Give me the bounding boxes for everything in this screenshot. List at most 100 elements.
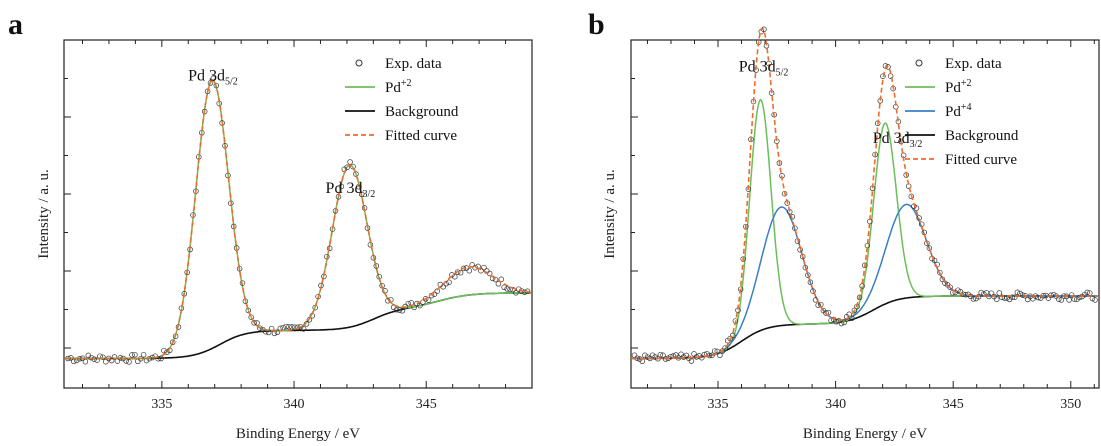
exp-data-point [516,286,522,292]
exp-data-point [251,320,257,326]
series-background-line [632,295,1098,360]
exp-data-point [315,293,321,300]
exp-data-point [283,323,289,330]
panel-b-label: b [588,8,605,41]
panel-b: b 335 340 345 350 Binding Energy / eV Inten… [588,8,1100,442]
panel-b-legend: Exp. data Pd+2 Pd+4 Background Fitted curve [905,56,1019,168]
series-fitted-curve-line [632,27,1098,360]
exp-data-point [425,297,432,303]
exp-data-point [993,296,1000,302]
exp-data-point [481,264,487,271]
legend-marker-exp [355,59,363,67]
exp-data-point [111,354,118,360]
panel-a-ticks: 335 340 345 [64,40,533,412]
exp-data-point [428,292,435,299]
exp-data-point [1092,297,1098,303]
exp-data-point [280,324,286,331]
exp-data-point [108,357,115,364]
exp-data-point [161,347,167,354]
exp-data-point [688,358,695,364]
exp-data-point [789,214,796,220]
exp-data-point [239,280,246,286]
exp-data-point [294,324,301,331]
exp-data-point [466,267,473,274]
exp-data-point [1050,291,1057,298]
exp-data-point [422,296,429,302]
exp-data-point [667,353,674,360]
exp-data-point [207,80,214,86]
exp-data-point [300,326,307,332]
exp-data-point [399,308,406,314]
legend-label: Exp. data [385,56,442,72]
exp-data-point [338,183,345,190]
exp-data-point [507,286,513,293]
exp-data-point [657,351,664,358]
exp-data-point [908,193,915,200]
exp-data-point [292,324,298,330]
exp-data-point [880,73,886,79]
exp-data-point [132,351,138,358]
exp-data-point [373,263,380,269]
exp-data-point [1004,295,1010,301]
exp-data-point [1076,294,1083,301]
exp-data-point [660,352,666,359]
exp-data-point [501,284,507,291]
series-pdplus2-line [65,79,531,360]
peak-annotation: Pd 3d5/2 [739,58,789,78]
legend-label: Fitted curve [385,128,457,144]
exp-data-point [210,75,217,82]
exp-data-point [155,355,161,362]
exp-data-point [1056,296,1062,302]
x-tick-label: 345 [943,397,964,412]
x-tick-label: 350 [1060,397,1081,412]
panel-b-x-axis-label: Binding Energy / eV [803,426,927,442]
exp-data-point [1058,297,1065,303]
exp-data-point [1066,297,1072,303]
exp-data-point [678,351,684,358]
exp-data-point [344,164,350,170]
x-tick-label: 345 [416,397,437,412]
exp-data-point [393,306,400,313]
legend-marker-exp [915,59,923,67]
exp-data-point [326,245,333,252]
exp-data-point [631,352,638,358]
series-pdplus2-line [632,98,1098,360]
exp-data-point [849,315,855,322]
series-fitted-curve-line [65,79,531,360]
exp-data-point [1068,292,1075,298]
exp-data-point [213,82,220,89]
exp-data-point [103,358,109,365]
exp-data-point [1084,289,1090,296]
exp-data-point [1089,295,1096,302]
exp-data-point [347,159,353,165]
exp-data-point [717,352,723,359]
exp-data-point [94,357,100,363]
exp-data-point [823,310,829,316]
exp-data-point [405,300,412,307]
panel-b-y-axis-label: Intensity / a. u. [602,169,618,259]
exp-data-point [1035,294,1041,301]
panel-b-plot-area [631,26,1098,365]
exp-data-point [460,265,467,272]
exp-data-point [71,358,77,365]
exp-data-point [158,355,164,362]
legend-label: Pd+2 [945,78,971,96]
exp-data-point [289,324,295,330]
x-tick-label: 340 [825,397,846,412]
exp-data-point [833,318,840,325]
exp-data-point [988,290,995,296]
panel-b-ticks: 335 340 345 350 [631,40,1095,412]
exp-data-point [175,324,182,330]
legend-label: Pd+2 [385,78,411,96]
series-pdplus4-line [632,203,1098,360]
x-tick-label: 335 [151,397,172,412]
exp-data-point [709,352,715,359]
x-tick-label: 340 [284,397,305,412]
exp-data-point [248,314,254,320]
exp-data-point [730,332,736,339]
exp-data-point [135,358,141,365]
exp-data-point [518,288,525,294]
exp-data-point [449,272,455,278]
exp-data-point [126,359,132,365]
exp-data-point [810,288,816,294]
